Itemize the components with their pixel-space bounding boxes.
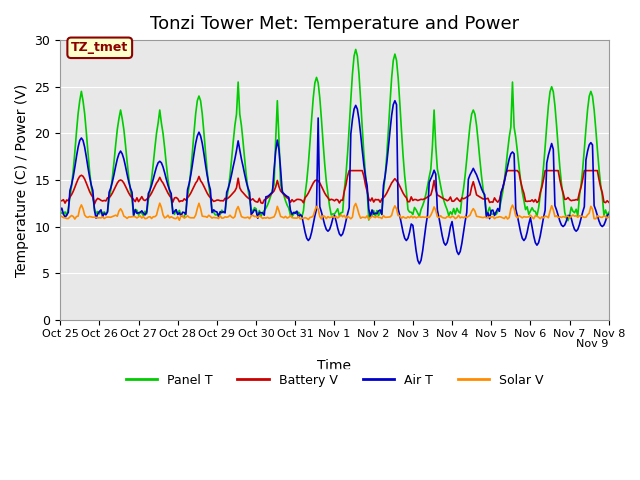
Panel T [564, 218, 572, 224]
Battery V [228, 192, 236, 197]
Solar V [495, 214, 503, 219]
Battery V [362, 182, 369, 188]
Legend: Panel T, Battery V, Air T, Solar V: Panel T, Battery V, Air T, Solar V [120, 369, 548, 392]
Panel T [56, 208, 64, 214]
Line: Panel T: Panel T [60, 49, 609, 221]
Battery V [477, 195, 485, 201]
Text: TZ_tmet: TZ_tmet [71, 41, 129, 54]
Panel T [352, 47, 360, 52]
Panel T [476, 156, 484, 162]
Title: Tonzi Tower Met: Temperature and Power: Tonzi Tower Met: Temperature and Power [150, 15, 519, 33]
Text: Nov 9: Nov 9 [577, 339, 609, 349]
Line: Solar V: Solar V [60, 203, 609, 220]
Solar V [175, 217, 183, 223]
Solar V [68, 213, 76, 218]
Panel T [605, 209, 612, 215]
Air T [415, 261, 423, 267]
Battery V [346, 168, 353, 173]
Air T [495, 208, 503, 214]
Air T [489, 207, 497, 213]
Solar V [605, 214, 612, 220]
Solar V [56, 213, 64, 219]
X-axis label: Time: Time [317, 359, 351, 373]
Y-axis label: Temperature (C) / Power (V): Temperature (C) / Power (V) [15, 84, 29, 276]
Battery V [91, 201, 99, 207]
Line: Battery V: Battery V [60, 170, 609, 204]
Solar V [489, 214, 497, 219]
Panel T [360, 151, 368, 156]
Solar V [229, 215, 237, 221]
Air T [391, 98, 399, 104]
Battery V [495, 197, 503, 203]
Air T [605, 211, 612, 217]
Air T [56, 208, 64, 214]
Air T [68, 182, 76, 188]
Panel T [494, 209, 502, 215]
Battery V [489, 199, 497, 205]
Solar V [156, 200, 164, 206]
Solar V [362, 215, 369, 221]
Air T [358, 147, 366, 153]
Panel T [488, 211, 495, 217]
Battery V [56, 198, 64, 204]
Panel T [68, 183, 76, 189]
Air T [226, 179, 234, 185]
Battery V [605, 199, 612, 205]
Line: Air T: Air T [60, 101, 609, 264]
Battery V [68, 192, 76, 198]
Solar V [477, 215, 485, 220]
Air T [477, 186, 485, 192]
Panel T [226, 173, 234, 179]
